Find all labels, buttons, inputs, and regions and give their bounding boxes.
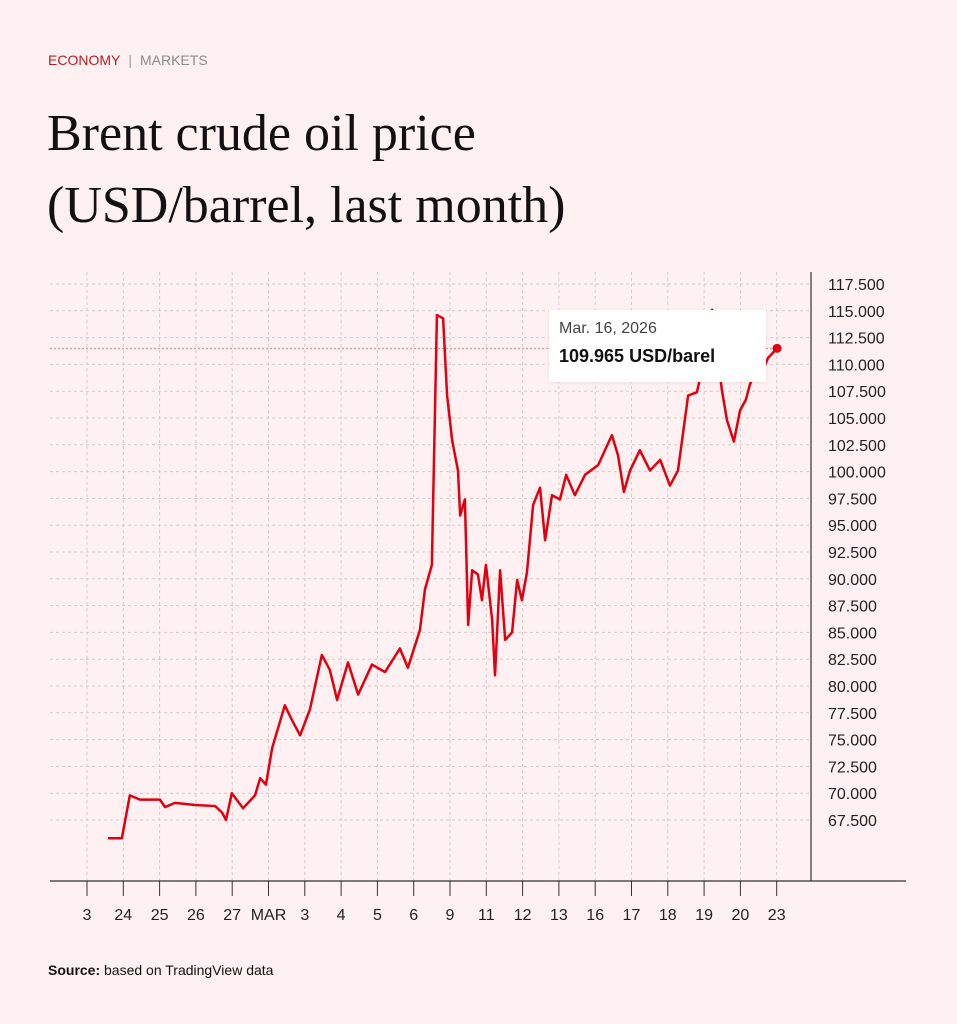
- breadcrumb: ECONOMY | MARKETS: [48, 52, 208, 68]
- page-title: Brent crude oil price (USD/barrel, last …: [47, 98, 565, 242]
- x-tick-label: 23: [768, 907, 786, 924]
- x-tick-label: 19: [695, 907, 713, 924]
- y-tick-label: 100.000: [828, 465, 886, 482]
- x-tick-label: 17: [623, 907, 641, 924]
- subsection-link[interactable]: MARKETS: [139, 52, 208, 68]
- y-tick-label: 117.500: [828, 277, 885, 294]
- tooltip-value: 109.965 USD/barel: [559, 346, 716, 366]
- y-tick-label: 72.500: [828, 759, 877, 776]
- y-tick-label: 110.000: [828, 357, 885, 374]
- y-tick-label: 107.500: [828, 384, 886, 401]
- y-tick-label: 75.000: [828, 733, 877, 750]
- y-tick-label: 87.500: [828, 599, 877, 616]
- y-tick-label: 77.500: [828, 706, 877, 723]
- x-tick-label: 25: [151, 907, 169, 924]
- y-tick-label: 95.000: [828, 518, 877, 535]
- title-line-1: Brent crude oil price: [47, 105, 476, 162]
- title-line-2: (USD/barrel, last month): [47, 177, 566, 234]
- x-tick-label: 11: [478, 907, 495, 924]
- x-tick-label: 9: [446, 907, 455, 924]
- source-label: Source:: [48, 962, 101, 978]
- y-tick-label: 67.500: [828, 813, 877, 830]
- tooltip-date: Mar. 16, 2026: [559, 320, 657, 337]
- y-tick-label: 85.000: [828, 625, 877, 642]
- x-tick-label: 3: [83, 907, 92, 924]
- x-tick-label: 4: [337, 907, 346, 924]
- source-note: Source: based on TradingView data: [48, 962, 273, 978]
- y-tick-label: 90.000: [828, 572, 877, 589]
- y-tick-label: 82.500: [828, 652, 877, 669]
- y-tick-label: 70.000: [828, 786, 877, 803]
- x-tick-label: 3: [300, 907, 309, 924]
- tooltip: Mar. 16, 2026 109.965 USD/barel: [549, 310, 766, 382]
- y-tick-label: 92.500: [828, 545, 877, 562]
- y-tick-label: 115.000: [828, 304, 885, 321]
- highlight-point: [772, 343, 782, 353]
- y-tick-label: 80.000: [828, 679, 877, 696]
- x-tick-label: MAR: [251, 907, 287, 924]
- x-tick-label: 5: [373, 907, 382, 924]
- x-tick-label: 26: [187, 907, 205, 924]
- y-tick-label: 102.500: [828, 438, 886, 455]
- price-line: [108, 308, 778, 840]
- source-text: based on TradingView data: [100, 962, 274, 978]
- x-tick-label: 27: [223, 907, 241, 924]
- separator: |: [128, 52, 132, 68]
- x-tick-label: 13: [550, 907, 568, 924]
- x-tick-label: 12: [514, 907, 532, 924]
- x-tick-label: 20: [732, 907, 750, 924]
- y-tick-label: 112.500: [828, 331, 885, 348]
- x-tick-label: 18: [659, 907, 677, 924]
- y-tick-label: 105.000: [828, 411, 886, 428]
- x-tick-label: 6: [409, 907, 418, 924]
- section-link[interactable]: ECONOMY: [48, 52, 121, 68]
- x-tick-label: 24: [114, 907, 132, 924]
- y-tick-label: 97.500: [828, 491, 877, 508]
- x-tick-label: 16: [586, 907, 604, 924]
